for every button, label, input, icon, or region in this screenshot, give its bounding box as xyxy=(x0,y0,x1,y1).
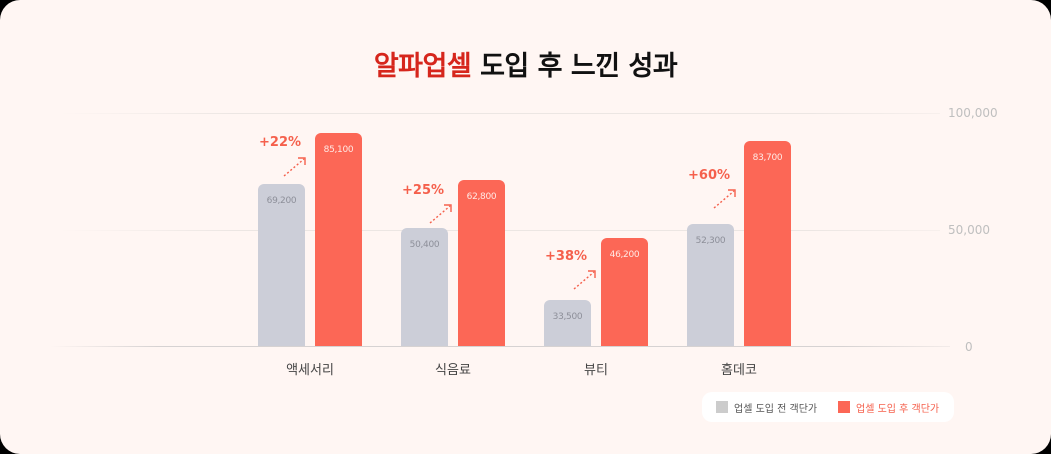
bar-before-beauty[interactable]: 33,500 xyxy=(544,300,591,346)
bar-after-homedeco[interactable]: 83,700 xyxy=(744,141,791,346)
chart-title: 알파업셀 도입 후 느낀 성과 xyxy=(0,44,1051,83)
y-tick-50000: 50,000 xyxy=(948,223,990,237)
increase-label: +22% xyxy=(259,135,302,150)
title-rest: 도입 후 느낀 성과 xyxy=(471,51,678,82)
category-label-beauty: 뷰티 xyxy=(584,363,608,378)
bar-value: 50,400 xyxy=(409,240,440,250)
category-label-accessories: 액세서리 xyxy=(286,363,334,378)
increase-label: +38% xyxy=(545,249,588,264)
bar-after-food[interactable]: 62,800 xyxy=(458,180,505,346)
gridline-100000 xyxy=(60,113,940,114)
category-label-food: 식음료 xyxy=(435,363,471,378)
y-tick-0: 0 xyxy=(965,340,973,354)
increase-label: +25% xyxy=(402,183,445,198)
legend-swatch-after xyxy=(838,401,850,413)
dotted-arrow-icon xyxy=(429,204,452,224)
title-highlight: 알파업셀 xyxy=(373,51,472,82)
category-label-homedeco: 홈데코 xyxy=(721,363,757,378)
bar-after-beauty[interactable]: 46,200 xyxy=(601,238,648,346)
bar-value: 62,800 xyxy=(466,192,497,202)
baseline xyxy=(50,346,950,347)
dotted-arrow-icon xyxy=(713,189,736,209)
legend: 업셀 도입 전 객단가 업셀 도입 후 객단가 xyxy=(702,392,954,422)
increase-label: +60% xyxy=(688,168,731,183)
dotted-arrow-icon xyxy=(573,270,596,290)
legend-swatch-before xyxy=(716,401,728,413)
bar-value: 69,200 xyxy=(266,196,297,206)
bar-before-homedeco[interactable]: 52,300 xyxy=(687,224,734,346)
bar-value: 85,100 xyxy=(323,145,354,155)
y-tick-100000: 100,000 xyxy=(948,106,998,120)
bar-before-food[interactable]: 50,400 xyxy=(401,228,448,346)
legend-label-before: 업셀 도입 전 객단가 xyxy=(734,404,818,415)
bar-after-accessories[interactable]: 85,100 xyxy=(315,133,362,346)
bar-value: 52,300 xyxy=(695,236,726,246)
bar-value: 46,200 xyxy=(609,250,640,260)
bar-value: 33,500 xyxy=(552,312,583,322)
dotted-arrow-icon xyxy=(283,157,306,177)
bar-value: 83,700 xyxy=(752,153,783,163)
legend-label-after: 업셀 도입 후 객단가 xyxy=(856,404,940,415)
bar-before-accessories[interactable]: 69,200 xyxy=(258,184,305,346)
